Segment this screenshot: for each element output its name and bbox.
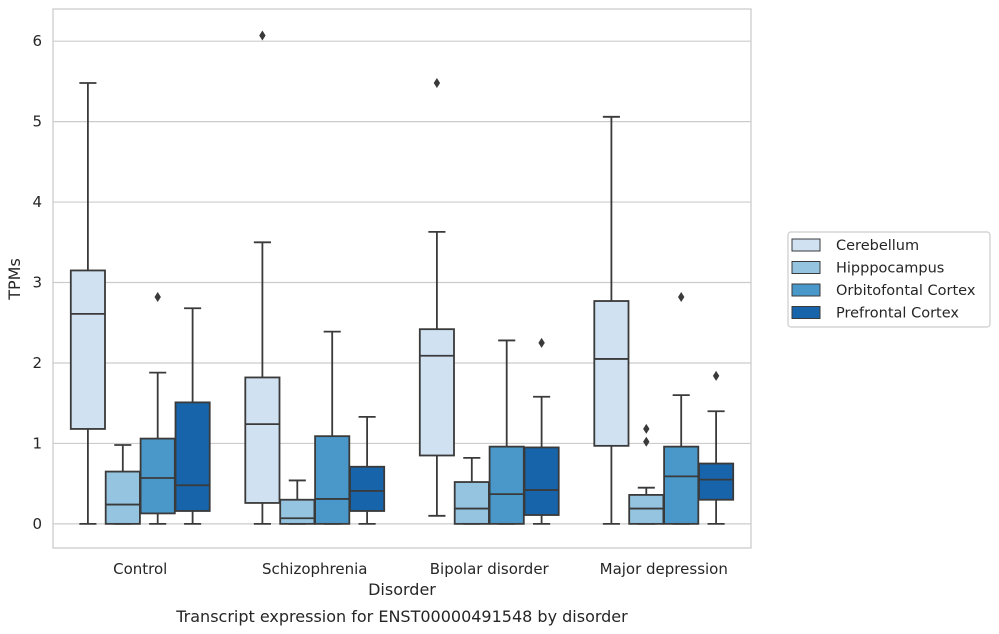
box-hipppocampus (104, 444, 141, 525)
outlier-point (643, 423, 650, 434)
box-cerebellum (244, 30, 281, 525)
y-tick-label: 0 (32, 515, 42, 533)
chart-caption: Transcript expression for ENST0000049154… (175, 607, 628, 626)
y-tick-labels: 0 1 2 3 4 5 6 (32, 32, 42, 533)
box-orbitofontal-cortex (663, 292, 700, 525)
x-tick-label: Bipolar disorder (430, 560, 550, 578)
x-tick-label: Major depression (600, 560, 728, 578)
box-orbitofontal-cortex (139, 292, 176, 525)
y-axis-label: TPMs (5, 258, 24, 301)
legend-swatch (791, 261, 821, 274)
box-prefrontal-cortex (174, 307, 211, 525)
outlier-point (538, 337, 545, 348)
plot-frame (52, 8, 752, 549)
box-prefrontal-cortex (698, 370, 735, 525)
legend-label: Orbitofontal Cortex (836, 283, 976, 299)
iqr-box (314, 435, 351, 525)
iqr-box (69, 269, 106, 430)
iqr-box (453, 481, 490, 525)
box-group (244, 30, 386, 525)
x-axis-label: Disorder (368, 580, 436, 599)
y-tick-label: 2 (32, 354, 42, 372)
box-cerebellum (418, 78, 455, 517)
x-tick-label: Control (113, 560, 167, 578)
box-groups (69, 30, 735, 525)
box-group (593, 115, 735, 525)
box-prefrontal-cortex (523, 337, 560, 525)
iqr-box (523, 446, 560, 516)
legend-label: Hipppocampus (836, 261, 944, 277)
iqr-box (488, 445, 525, 525)
y-tick-label: 6 (32, 32, 42, 50)
legend-label: Cerebellum (836, 238, 919, 254)
y-tick-label: 5 (32, 113, 42, 131)
box-orbitofontal-cortex (488, 339, 525, 525)
box-hipppocampus (279, 479, 316, 525)
outlier-point (154, 292, 161, 303)
outlier-point (259, 30, 266, 41)
x-tick-label: Schizophrenia (262, 560, 367, 578)
iqr-box (104, 470, 141, 525)
outlier-point (712, 370, 720, 381)
iqr-box (244, 376, 281, 504)
iqr-box (593, 300, 630, 447)
box-cerebellum (593, 115, 630, 525)
box-group (69, 82, 211, 525)
legend-label: Prefrontal Cortex (836, 306, 959, 322)
legend-swatch (791, 306, 821, 319)
outlier-point (643, 436, 650, 447)
box-prefrontal-cortex (349, 415, 386, 525)
outlier-point (678, 292, 685, 303)
legend-frame (787, 231, 991, 328)
y-tick-label: 4 (32, 193, 42, 211)
iqr-box (418, 328, 455, 457)
legend: Cerebellum Hipppocampus Orbitofontal Corte… (787, 231, 991, 328)
box-cerebellum (69, 82, 106, 525)
iqr-box (349, 465, 386, 512)
x-tick-labels: Control Schizophrenia Bipolar disorder Majo… (113, 560, 728, 578)
iqr-box (279, 498, 316, 525)
legend-swatch (791, 283, 821, 297)
legend-swatch (791, 238, 821, 252)
box-orbitofontal-cortex (314, 330, 351, 525)
iqr-box (174, 401, 211, 512)
outlier-point (433, 78, 441, 89)
y-tick-label: 1 (32, 434, 42, 452)
iqr-box (139, 437, 176, 515)
iqr-box (663, 445, 700, 525)
y-tick-label: 3 (32, 274, 42, 292)
iqr-box (698, 462, 735, 501)
box-group (418, 78, 560, 525)
